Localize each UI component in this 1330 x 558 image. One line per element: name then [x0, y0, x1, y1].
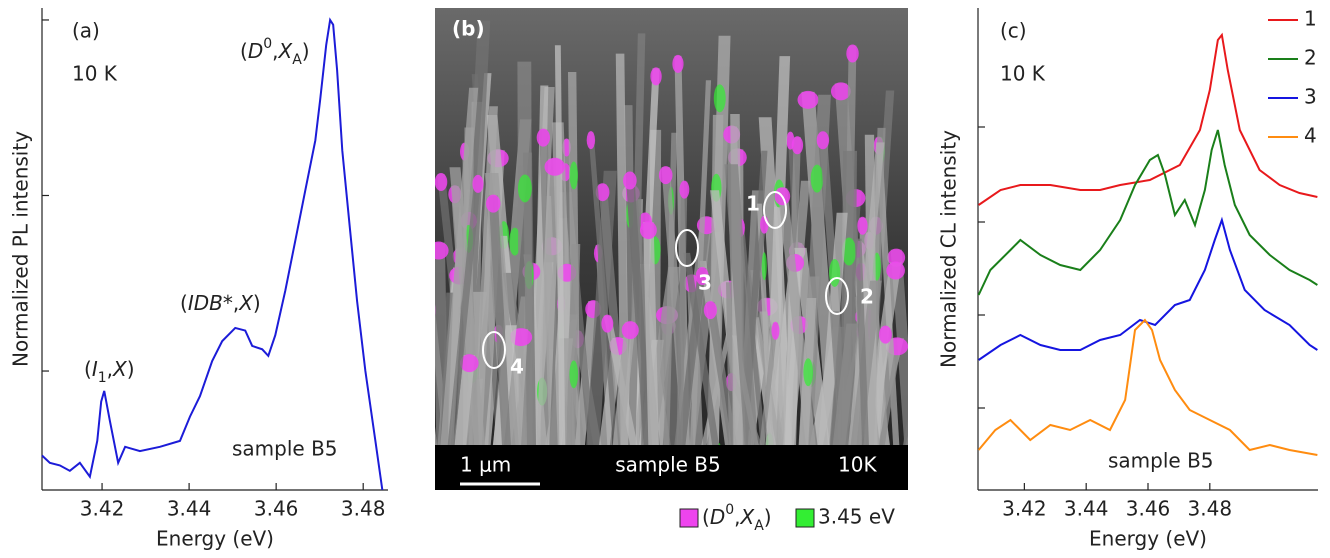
legend-label: 1 [1304, 7, 1317, 31]
y-axis-label: Normalized PL intensity [9, 131, 33, 367]
x-tick-label: 3.42 [1002, 497, 1047, 521]
cl-spot [659, 166, 673, 184]
annotation: 10 K [72, 62, 118, 86]
cl-spot [886, 262, 905, 280]
x-tick-label: 3.46 [1126, 497, 1171, 521]
cl-spot [679, 181, 689, 199]
data-line [979, 35, 1318, 205]
nanowire [911, 215, 927, 450]
cl-spot [920, 442, 932, 470]
legend-label: (D0,XA) [702, 502, 772, 534]
panel-label: (a) [72, 19, 100, 43]
x-tick-label: 3.48 [341, 497, 386, 521]
data-line [42, 20, 382, 490]
annotation: sample B5 [1108, 449, 1214, 473]
sample-label: sample B5 [615, 453, 721, 477]
scale-label: 1 μm [460, 453, 511, 477]
cl-spot [879, 326, 892, 344]
cl-spot [771, 322, 779, 340]
cl-spot [420, 369, 428, 397]
legend-label: 2 [1304, 46, 1317, 70]
marker-label: 1 [746, 192, 760, 216]
data-line [979, 220, 1318, 360]
marker-label: 2 [860, 285, 874, 309]
x-tick-label: 3.42 [80, 497, 125, 521]
cl-spot [472, 175, 483, 193]
cl-spot [426, 301, 436, 319]
cl-spot [537, 129, 550, 147]
cl-spot [570, 161, 578, 189]
annotation: (I1,X) [84, 357, 135, 387]
legend-swatch [680, 509, 698, 527]
panel-label: (c) [1000, 19, 1027, 43]
legend-label: 4 [1304, 124, 1317, 148]
x-tick-label: 3.44 [1064, 497, 1109, 521]
cl-spot [704, 301, 717, 319]
legend-swatch [796, 509, 814, 527]
marker-label: 4 [510, 355, 524, 379]
cl-spot [762, 252, 767, 280]
annotation: 10 K [1000, 62, 1046, 86]
cl-spot [857, 217, 867, 235]
cl-spot [803, 358, 813, 386]
sem-image [413, 8, 947, 500]
nanowire [413, 296, 438, 450]
cl-spot [622, 321, 639, 339]
cl-spot [640, 221, 657, 239]
figure: (a) 10 K sample B5 (D0,XA) (IDB*,X) (I1,… [0, 0, 1330, 558]
cl-spot [429, 242, 449, 260]
legend-label: 3 [1304, 85, 1317, 109]
cl-spot [486, 195, 500, 213]
cl-spot [846, 45, 858, 63]
cl-spot [518, 174, 532, 202]
cl-spot [544, 158, 565, 176]
annotation: (D0,XA) [240, 36, 310, 68]
legend-label: 3.45 eV [818, 505, 895, 529]
cl-spot [623, 172, 637, 190]
cl-spot [817, 131, 829, 149]
annotation: sample B5 [232, 437, 338, 461]
x-tick-label: 3.46 [254, 497, 299, 521]
temperature-label: 10K [838, 453, 877, 477]
cl-spot [829, 259, 840, 287]
cl-spot [587, 131, 595, 149]
cl-spot [798, 91, 819, 109]
cl-spot [435, 173, 448, 191]
cl-spot [601, 315, 613, 333]
marker-label: 3 [698, 271, 712, 295]
annotation: (IDB*,X) [180, 291, 261, 315]
cl-spot [792, 136, 803, 154]
cl-spot [650, 67, 661, 85]
cl-spot [714, 84, 726, 112]
cl-spot [672, 55, 683, 73]
panel-label: (b) [452, 17, 485, 41]
x-axis-label: Energy (eV) [156, 527, 274, 551]
x-tick-label: 3.44 [167, 497, 212, 521]
cl-spot [916, 214, 930, 232]
x-axis-label: Energy (eV) [1089, 527, 1207, 551]
y-axis-label: Normalized CL intensity [937, 130, 961, 368]
x-tick-label: 3.48 [1188, 497, 1233, 521]
data-line [979, 130, 1318, 295]
cl-spot [569, 360, 578, 388]
cl-spot [811, 165, 824, 193]
